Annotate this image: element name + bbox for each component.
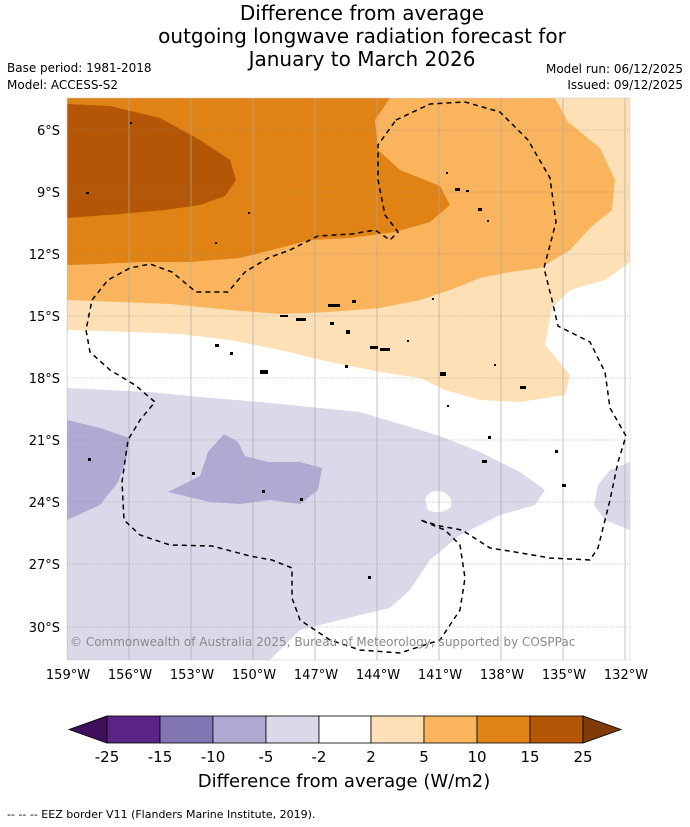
colorbar-extend-max [582,715,623,744]
colorbar-segment [318,715,372,744]
colorbar-tick: 5 [419,748,429,766]
lat-label: 15°S [29,310,60,325]
anomaly-patch-minus10-west [67,420,130,520]
colorbar: -25 -15 -10 -5 -2 2 5 10 15 25 Differenc… [67,715,623,792]
colorbar-tick: 25 [573,748,592,766]
anomaly-band-minus5-to-minus2 [67,388,545,660]
lat-label: 24°S [29,496,60,511]
colorbar-tick: -5 [259,748,274,766]
base-period: Base period: 1981-2018 [7,61,152,75]
colorbar-tick-labels: -25 -15 -10 -5 -2 2 5 10 15 25 [95,748,593,766]
lon-label: 153°W [170,668,214,683]
colorbar-tick: -25 [95,748,120,766]
anomaly-patch-east [594,462,630,530]
lat-label: 9°S [37,186,60,201]
colorbar-segment [106,715,161,744]
lon-label: 150°W [232,668,276,683]
colorbar-segment [370,715,425,744]
lon-label: 147°W [294,668,338,683]
anomaly-band-15-to-25 [67,104,236,218]
lat-label: 18°S [29,372,60,387]
colorbar-tick: -2 [312,748,327,766]
colorbar-segments [106,715,584,744]
longitude-labels: 159°W 156°W 153°W 150°W 147°W 144°W 141°… [46,668,648,683]
colorbar-tick: 10 [467,748,486,766]
title-line-2: outgoing longwave radiation forecast for [158,24,566,48]
lat-label: 27°S [29,558,60,573]
colorbar-title: Difference from average (W/m2) [198,771,490,792]
lon-label: 135°W [542,668,586,683]
islands [86,122,566,579]
lon-label: 132°W [604,668,648,683]
map-area: © Commonwealth of Australia 2025, Bureau… [67,98,630,660]
lon-label: 159°W [46,668,90,683]
title-line-3: January to March 2026 [248,47,476,71]
lat-label: 21°S [29,434,60,449]
map-frame [66,97,631,661]
lat-label: 6°S [37,124,60,139]
eez-legend: -- -- -- EEZ border V11 (Flanders Marine… [7,808,316,821]
model-name: Model: ACCESS-S2 [7,78,119,92]
model-run-date: Model run: 06/12/2025 [545,62,683,76]
lat-label: 30°S [29,621,60,636]
copyright-notice: © Commonwealth of Australia 2025, Bureau… [70,635,575,649]
latitude-labels: 6°S 9°S 12°S 15°S 18°S 21°S 24°S 27°S 30… [29,124,60,636]
colorbar-tick: 2 [366,748,376,766]
colorbar-segment [159,715,214,744]
colorbar-segment [529,715,584,744]
anomaly-hole-white [425,491,452,513]
anomaly-patch-minus10-central [168,434,322,504]
map-meridians [67,98,626,660]
colorbar-segment [212,715,267,744]
lon-label: 141°W [418,668,462,683]
colorbar-tick: -10 [201,748,226,766]
eez-border [85,101,627,654]
lat-label: 12°S [29,248,60,263]
lon-label: 138°W [480,668,524,683]
colorbar-tick: -15 [148,748,173,766]
colorbar-tick: 15 [520,748,539,766]
title-line-1: Difference from average [239,1,485,25]
issued-date: Issued: 09/12/2025 [567,78,683,92]
colorbar-extend-min [67,715,108,744]
lon-label: 144°W [356,668,400,683]
colorbar-segment [476,715,531,744]
colorbar-segment [265,715,320,744]
lon-label: 156°W [108,668,152,683]
colorbar-segment [423,715,478,744]
